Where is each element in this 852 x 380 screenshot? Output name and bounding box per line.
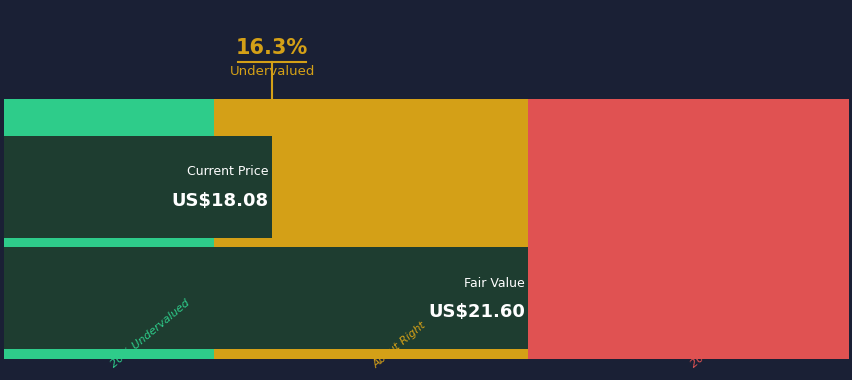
Bar xyxy=(4,247,528,350)
Text: Fair Value: Fair Value xyxy=(463,277,524,290)
Text: Current Price: Current Price xyxy=(187,165,268,178)
Text: About Right: About Right xyxy=(371,320,428,370)
Text: US$18.08: US$18.08 xyxy=(171,192,268,209)
Bar xyxy=(4,99,214,359)
Bar xyxy=(214,99,528,359)
Text: 20% Undervalued: 20% Undervalued xyxy=(109,298,192,370)
Text: 16.3%: 16.3% xyxy=(236,38,308,58)
Text: Undervalued: Undervalued xyxy=(229,65,314,78)
Bar xyxy=(4,136,272,238)
Bar xyxy=(4,238,214,247)
Bar xyxy=(528,99,848,359)
Text: US$21.60: US$21.60 xyxy=(428,303,524,321)
Text: 20% Overvalued: 20% Overvalued xyxy=(688,302,765,370)
Bar xyxy=(4,350,214,359)
Bar xyxy=(4,127,214,136)
